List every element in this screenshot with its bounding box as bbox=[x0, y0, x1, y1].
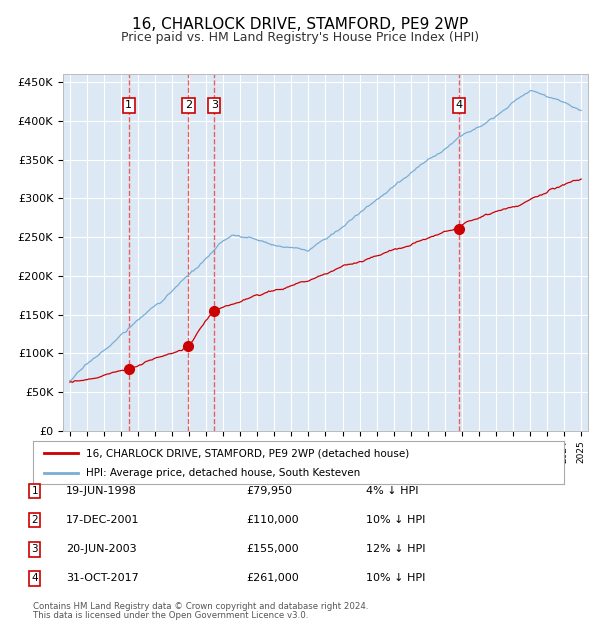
Text: £155,000: £155,000 bbox=[246, 544, 299, 554]
Text: 16, CHARLOCK DRIVE, STAMFORD, PE9 2WP: 16, CHARLOCK DRIVE, STAMFORD, PE9 2WP bbox=[132, 17, 468, 32]
Text: £110,000: £110,000 bbox=[246, 515, 299, 525]
Text: 10% ↓ HPI: 10% ↓ HPI bbox=[366, 515, 425, 525]
Text: 2: 2 bbox=[185, 100, 192, 110]
Text: This data is licensed under the Open Government Licence v3.0.: This data is licensed under the Open Gov… bbox=[33, 611, 308, 619]
Text: 17-DEC-2001: 17-DEC-2001 bbox=[66, 515, 139, 525]
Text: 3: 3 bbox=[31, 544, 38, 554]
Text: 4: 4 bbox=[455, 100, 463, 110]
Text: 3: 3 bbox=[211, 100, 218, 110]
Text: 10% ↓ HPI: 10% ↓ HPI bbox=[366, 574, 425, 583]
Text: £261,000: £261,000 bbox=[246, 574, 299, 583]
Text: 4: 4 bbox=[31, 574, 38, 583]
Text: 1: 1 bbox=[31, 486, 38, 496]
Text: 1: 1 bbox=[125, 100, 132, 110]
Text: 20-JUN-2003: 20-JUN-2003 bbox=[66, 544, 137, 554]
Text: HPI: Average price, detached house, South Kesteven: HPI: Average price, detached house, Sout… bbox=[86, 468, 361, 478]
Text: £79,950: £79,950 bbox=[246, 486, 292, 496]
Text: Price paid vs. HM Land Registry's House Price Index (HPI): Price paid vs. HM Land Registry's House … bbox=[121, 31, 479, 43]
Text: 31-OCT-2017: 31-OCT-2017 bbox=[66, 574, 139, 583]
Text: 16, CHARLOCK DRIVE, STAMFORD, PE9 2WP (detached house): 16, CHARLOCK DRIVE, STAMFORD, PE9 2WP (d… bbox=[86, 448, 409, 458]
Text: Contains HM Land Registry data © Crown copyright and database right 2024.: Contains HM Land Registry data © Crown c… bbox=[33, 602, 368, 611]
Text: 19-JUN-1998: 19-JUN-1998 bbox=[66, 486, 137, 496]
Text: 12% ↓ HPI: 12% ↓ HPI bbox=[366, 544, 425, 554]
Text: 2: 2 bbox=[31, 515, 38, 525]
Text: 4% ↓ HPI: 4% ↓ HPI bbox=[366, 486, 419, 496]
